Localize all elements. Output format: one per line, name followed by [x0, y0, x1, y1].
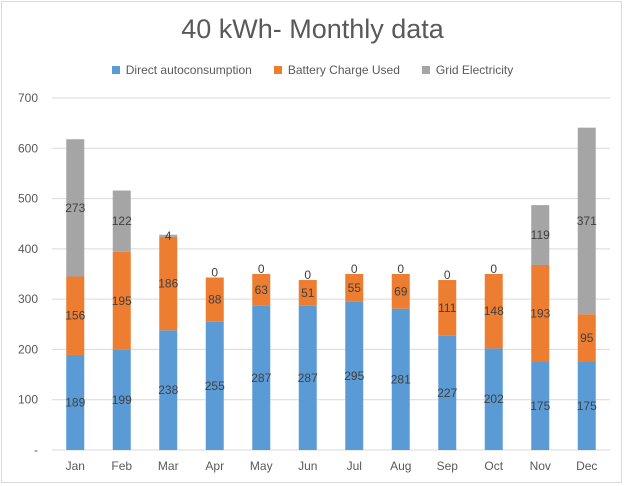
- legend-item-grid: Grid Electricity: [421, 63, 514, 77]
- x-tick-label: Jun: [298, 459, 317, 473]
- data-label: 281: [391, 372, 411, 386]
- data-label: 111: [438, 301, 457, 315]
- bar-segment: [391, 308, 410, 450]
- legend-swatch-direct: [111, 66, 120, 74]
- data-label: 0: [490, 262, 497, 276]
- bar-segment: [66, 139, 85, 277]
- y-tick-label: 500: [18, 192, 38, 206]
- bar-segment: [159, 330, 178, 450]
- bar-segment: [205, 321, 224, 450]
- x-tick-label: Feb: [111, 459, 132, 473]
- legend-item-direct: Direct autoconsumption: [111, 63, 252, 77]
- data-label: 371: [577, 214, 597, 228]
- data-label: 0: [351, 262, 358, 276]
- data-label: 295: [344, 369, 364, 383]
- bar-segment: [298, 305, 317, 450]
- x-tick-label: Apr: [205, 459, 224, 473]
- data-label: 255: [205, 379, 225, 393]
- data-label: 69: [394, 284, 408, 298]
- bar-segment: [345, 301, 364, 450]
- bar-segment: [252, 274, 271, 306]
- x-tick-label: Sep: [437, 459, 459, 473]
- data-label: 227: [437, 386, 457, 400]
- data-label: 63: [255, 283, 269, 297]
- x-tick-label: Jan: [66, 459, 85, 473]
- bar-segment: [484, 348, 503, 450]
- bar-segment: [438, 280, 457, 336]
- data-label: 238: [158, 383, 178, 397]
- chart-title: 40 kWh- Monthly data: [181, 14, 444, 44]
- data-label: 175: [577, 399, 597, 413]
- bar-segment: [438, 335, 457, 450]
- bar-segment: [252, 305, 271, 450]
- x-tick-label: May: [250, 459, 273, 473]
- x-tick-label: Mar: [158, 459, 179, 473]
- legend-label-grid: Grid Electricity: [435, 63, 514, 77]
- bar-segment: [577, 127, 596, 315]
- data-label: 0: [211, 266, 218, 280]
- bar-segment: [112, 251, 131, 350]
- data-label: 0: [258, 262, 265, 276]
- legend-swatch-battery: [273, 66, 282, 74]
- bar-segment: [531, 264, 550, 362]
- data-label: 273: [65, 201, 85, 215]
- data-label: 0: [304, 268, 311, 282]
- x-tick-label: Oct: [484, 459, 503, 473]
- bar-segment: [112, 349, 131, 450]
- y-tick-label: 200: [18, 342, 38, 356]
- data-label: 195: [112, 294, 132, 308]
- y-tick-label: 700: [18, 91, 38, 105]
- legend: Direct autoconsumption Battery Charge Us…: [0, 63, 625, 77]
- data-label: 0: [444, 268, 451, 282]
- bar-segment: [345, 274, 364, 302]
- x-tick-label: Aug: [390, 459, 411, 473]
- data-label: 202: [484, 392, 504, 406]
- data-label: 95: [580, 331, 594, 345]
- bar-segment: [531, 362, 550, 450]
- legend-swatch-grid: [421, 66, 430, 74]
- data-label: 199: [112, 393, 132, 407]
- data-label: 287: [298, 371, 318, 385]
- data-label: 189: [65, 395, 85, 409]
- bar-segment: [112, 190, 131, 252]
- bar-segment: [205, 277, 224, 322]
- bar-segment: [159, 234, 178, 237]
- data-label: 287: [251, 371, 271, 385]
- data-label: 119: [531, 228, 550, 242]
- data-label: 4: [165, 229, 172, 243]
- bar-segment: [484, 274, 503, 349]
- legend-item-battery: Battery Charge Used: [273, 63, 400, 77]
- y-tick-label: -: [34, 443, 38, 457]
- bar-segment: [577, 362, 596, 450]
- data-label: 55: [348, 281, 362, 295]
- data-label: 0: [397, 262, 404, 276]
- legend-label-battery: Battery Charge Used: [287, 63, 400, 77]
- bar-segment: [391, 274, 410, 309]
- legend-label-direct: Direct autoconsumption: [125, 63, 252, 77]
- data-label: 156: [65, 309, 85, 323]
- data-label: 88: [208, 293, 222, 307]
- x-tick-label: Dec: [576, 459, 597, 473]
- data-label: 186: [158, 277, 178, 291]
- data-label: 193: [530, 306, 550, 320]
- y-tick-label: 100: [18, 393, 38, 407]
- y-tick-label: 400: [18, 242, 38, 256]
- bar-segment: [298, 280, 317, 306]
- data-label: 175: [530, 399, 550, 413]
- bar-segment: [66, 276, 85, 355]
- bar-segment: [531, 205, 550, 265]
- data-label: 148: [484, 304, 504, 318]
- y-tick-label: 600: [18, 141, 38, 155]
- bar-segment: [159, 236, 178, 331]
- x-tick-label: Nov: [530, 459, 551, 473]
- data-label: 51: [301, 286, 315, 300]
- data-label: 122: [112, 214, 132, 228]
- x-tick-label: Jul: [347, 459, 362, 473]
- bar-segment: [66, 354, 85, 450]
- y-tick-label: 300: [18, 292, 38, 306]
- bar-segment: [577, 314, 596, 362]
